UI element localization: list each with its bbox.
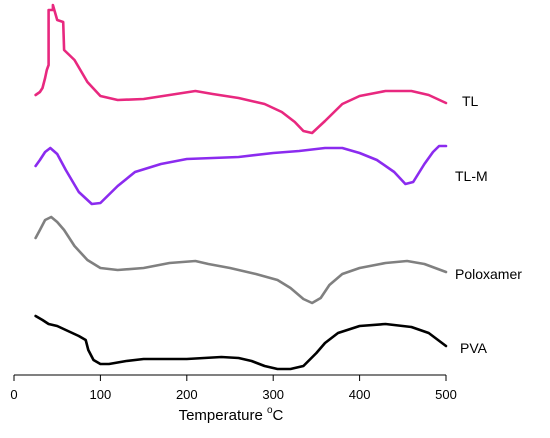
x-axis-title-text: Temperature	[179, 407, 263, 424]
series-label-tl: TL	[462, 93, 479, 109]
series-layer	[34, 3, 448, 371]
x-axis: 0 100 200 300 400 500	[10, 374, 457, 402]
series-label-pva: PVA	[460, 340, 488, 356]
x-tick-label-100: 100	[90, 387, 112, 402]
x-axis-title-unit: C	[273, 407, 284, 424]
x-tick-label-400: 400	[349, 387, 371, 402]
series-line-tl	[34, 3, 448, 135]
series-label-tl-m: TL-M	[455, 168, 488, 184]
series-labels: TL TL-M Poloxamer PVA	[455, 93, 522, 356]
series-line-tl-m	[34, 144, 448, 206]
x-axis-title-degree: o	[267, 405, 273, 416]
x-tick-label-300: 300	[262, 387, 284, 402]
x-tick-label-200: 200	[176, 387, 198, 402]
x-tick-label-0: 0	[10, 387, 17, 402]
series-line-poloxamer	[34, 215, 448, 305]
series-label-poloxamer: Poloxamer	[455, 266, 522, 282]
x-axis-title: Temperature oC	[179, 405, 284, 424]
series-line-pva	[34, 314, 448, 371]
x-tick-label-500: 500	[435, 387, 457, 402]
